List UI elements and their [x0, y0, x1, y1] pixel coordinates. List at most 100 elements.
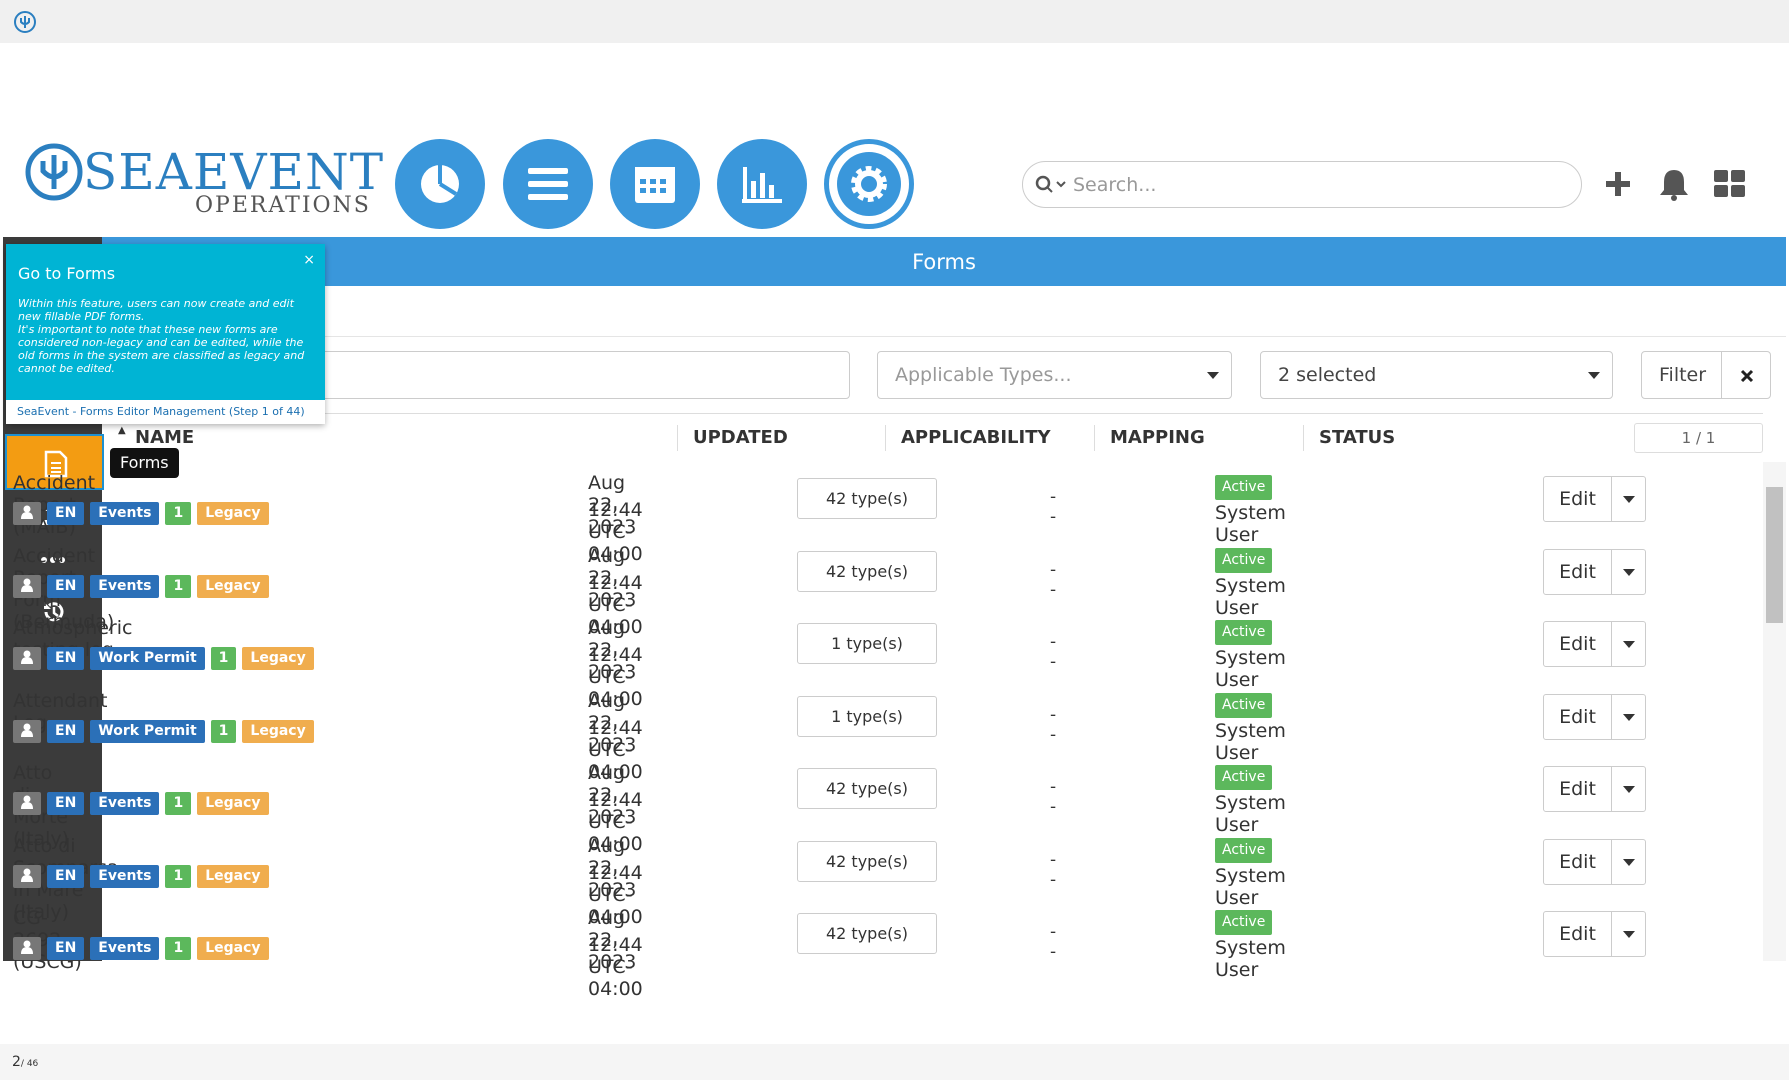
apps-button[interactable] [1714, 170, 1746, 198]
edit-menu-button[interactable] [1611, 838, 1646, 885]
tag-list: EN Events 1 Legacy [13, 502, 275, 525]
forms-nav[interactable] [5, 434, 104, 490]
applicability-button[interactable]: 42 type(s) [797, 550, 937, 592]
updated-date: Aug 22, 2023 [588, 689, 637, 756]
tour-body-line: Within this feature, users can now creat… [18, 297, 294, 323]
column-header: MAPPING [1110, 427, 1205, 448]
column-header: STATUS [1319, 427, 1396, 448]
edit-button[interactable]: Edit [1543, 693, 1612, 740]
tag-list: EN Events 1 Legacy [13, 574, 275, 598]
tag: Legacy [242, 719, 314, 743]
types-placeholder: Applicable Types... [895, 364, 1072, 386]
scrollbar[interactable] [1763, 462, 1786, 961]
history-nav[interactable] [41, 599, 67, 625]
owner-tag [13, 792, 41, 815]
brand-logo[interactable]: SEAEVENT OPERATIONS [25, 143, 383, 218]
tag: 1 [210, 719, 237, 743]
types-filter[interactable]: Applicable Types... [877, 351, 1232, 399]
applicability-button[interactable]: 42 type(s) [797, 840, 937, 882]
edit-menu-button[interactable] [1611, 548, 1646, 595]
status-user: System User [1215, 792, 1286, 836]
dashboard-button[interactable] [395, 139, 485, 229]
brand: SEAEVENT [83, 143, 385, 201]
tag-list: EN Events 1 Legacy [13, 792, 275, 815]
settings-button[interactable] [824, 139, 914, 229]
brand-sub: OPERATIONS [195, 193, 371, 218]
edit-button[interactable]: Edit [1543, 476, 1612, 522]
tour-close[interactable]: × [303, 252, 315, 268]
applicability-button[interactable]: 42 type(s) [797, 768, 937, 809]
mapping: -- [1050, 704, 1057, 745]
column-header[interactable]: NAME [135, 427, 195, 448]
column-header: APPLICABILITY [901, 427, 1051, 448]
applicability-button[interactable]: 42 type(s) [797, 913, 937, 954]
tour-footer: SeaEvent - Forms Editor Management (Step… [6, 400, 325, 424]
page-total: / 46 [20, 1059, 39, 1069]
status-user: System User [1215, 719, 1286, 764]
tag: Legacy [197, 937, 269, 960]
tag: 1 [165, 864, 192, 888]
mapping: -- [1050, 487, 1057, 527]
status-user: System User [1215, 502, 1286, 546]
top-bar [0, 0, 1789, 43]
applicability-button[interactable]: 42 type(s) [797, 478, 937, 519]
tag-list: EN Work Permit 1 Legacy [13, 719, 320, 743]
updated-time: 12:44 UTC-04:00 [588, 934, 643, 1000]
applicability-button[interactable]: 1 type(s) [797, 623, 937, 664]
app-icon[interactable] [13, 10, 37, 34]
tag: 1 [165, 502, 192, 525]
mapping: -- [1050, 559, 1057, 600]
edit-button[interactable]: Edit [1543, 621, 1612, 667]
table-header [102, 413, 1763, 462]
status-user: System User [1215, 864, 1286, 909]
mapping: -- [1050, 632, 1057, 672]
status-user: System User [1215, 937, 1286, 981]
tour-body-line: It's important to note that these new fo… [18, 323, 305, 375]
tag-list: EN Work Permit 1 Legacy [13, 647, 320, 670]
edit-button[interactable]: Edit [1543, 766, 1612, 812]
tag: Legacy [242, 647, 314, 670]
mapping: -- [1050, 849, 1057, 890]
tag: Legacy [197, 864, 269, 888]
sort-indicator: ▲ [118, 425, 126, 436]
edit-button[interactable]: Edit [1543, 911, 1612, 957]
edit-menu-button[interactable] [1611, 693, 1646, 740]
notifications-button[interactable] [1658, 167, 1690, 201]
tag-list: EN Events 1 Legacy [13, 864, 275, 888]
pager[interactable]: 1 / 1 [1634, 423, 1763, 453]
owner-tag [13, 574, 41, 598]
edit-menu-button[interactable] [1611, 911, 1646, 957]
edit-button[interactable]: Edit [1543, 838, 1612, 885]
owner-tag [13, 864, 41, 888]
reports-button[interactable] [717, 139, 807, 229]
updated-date: Aug 22, 2023 [588, 907, 637, 973]
edit-menu-button[interactable] [1611, 766, 1646, 812]
updated-time: 12:44 UTC-04:00 [588, 716, 643, 783]
search-input[interactable]: Search... [1022, 161, 1582, 208]
sidebar-tooltip: Forms [110, 448, 179, 478]
status-badge: Active [1215, 765, 1273, 790]
tour-body: Within this feature, users can now creat… [18, 297, 318, 375]
filter-button[interactable]: Filter [1641, 351, 1722, 399]
edit-menu-button[interactable] [1611, 476, 1646, 522]
tag: EN [47, 574, 85, 598]
tag: Events [90, 937, 160, 960]
menu-button[interactable] [503, 139, 593, 229]
tag: Events [90, 574, 160, 598]
edit-menu-button[interactable] [1611, 621, 1646, 667]
banner-title: Forms [912, 249, 976, 274]
clear-filter-button[interactable] [1721, 351, 1771, 399]
applicability-button[interactable]: 1 type(s) [797, 695, 937, 737]
search-placeholder: Search... [1073, 173, 1157, 196]
updated-time: 12:44 UTC-04:00 [588, 789, 643, 855]
calendar-button[interactable] [610, 139, 700, 229]
status-filter[interactable]: 2 selected [1260, 351, 1613, 399]
tag: 1 [165, 792, 192, 815]
tag: EN [47, 937, 85, 960]
add-button[interactable] [1604, 170, 1632, 198]
more-nav[interactable] [40, 555, 66, 565]
page-banner: Forms [102, 237, 1786, 286]
tag: 1 [165, 574, 192, 598]
edit-button[interactable]: Edit [1543, 548, 1612, 595]
